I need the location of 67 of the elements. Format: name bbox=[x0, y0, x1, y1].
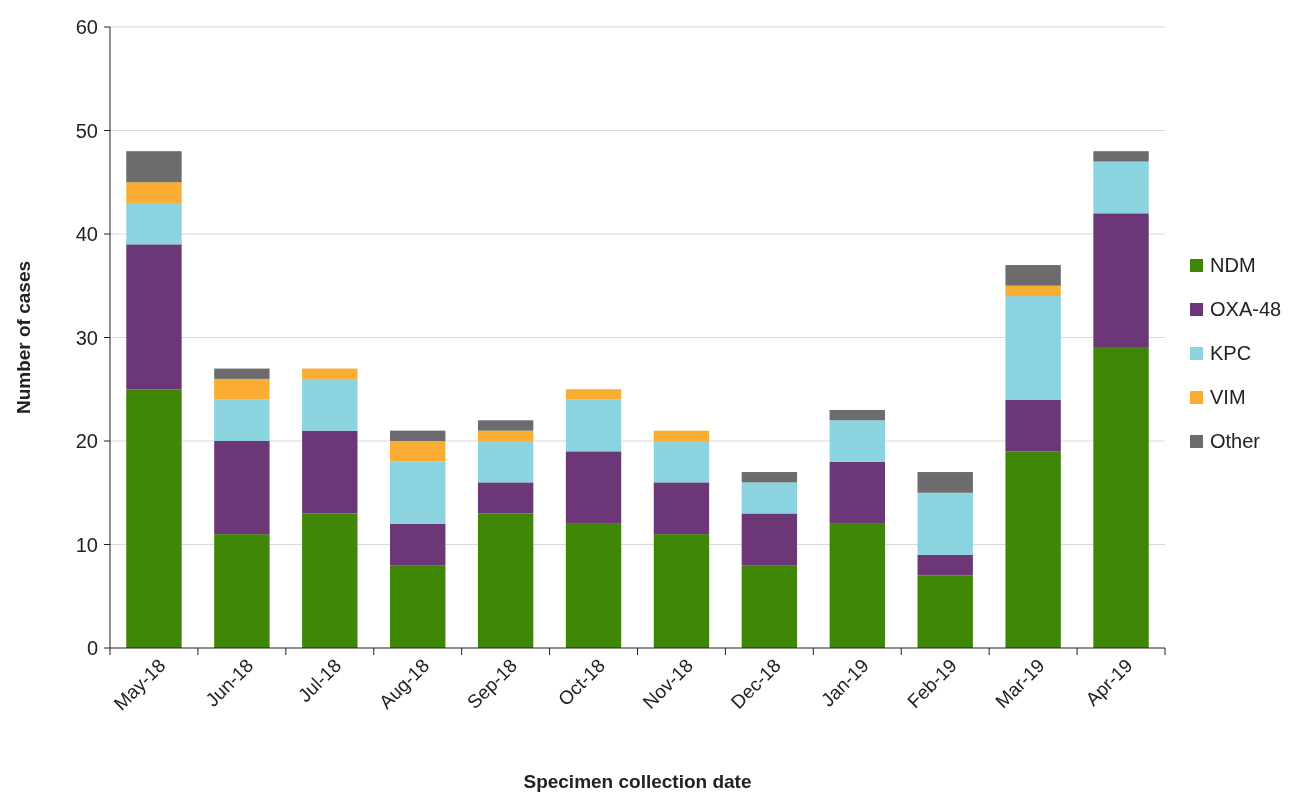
bar bbox=[653, 534, 710, 648]
bar bbox=[1005, 399, 1061, 452]
bar bbox=[653, 430, 710, 441]
bar bbox=[477, 430, 534, 441]
bar bbox=[1005, 451, 1061, 648]
bar bbox=[390, 523, 446, 566]
bar bbox=[565, 451, 622, 524]
x-axis-title: Specimen collection date bbox=[523, 771, 752, 792]
bar bbox=[390, 461, 446, 524]
y-tick-label: 20 bbox=[75, 430, 98, 452]
bar bbox=[477, 441, 534, 483]
bar bbox=[390, 430, 446, 441]
bar bbox=[565, 389, 622, 400]
y-tick-label: 50 bbox=[75, 119, 98, 142]
bar bbox=[1093, 151, 1149, 162]
bar bbox=[917, 554, 973, 576]
bar bbox=[565, 523, 622, 648]
legend-label: Other bbox=[1210, 430, 1261, 452]
bar bbox=[741, 482, 798, 514]
legend-label: NDM bbox=[1210, 254, 1256, 276]
bar bbox=[1093, 161, 1149, 214]
legend-label: VIM bbox=[1210, 386, 1246, 408]
bar bbox=[1093, 347, 1149, 648]
bar bbox=[214, 368, 270, 379]
bar bbox=[741, 472, 798, 483]
bar bbox=[917, 492, 973, 555]
bar bbox=[477, 420, 534, 431]
y-tick-label: 30 bbox=[75, 326, 98, 349]
bar bbox=[917, 575, 973, 648]
bar bbox=[126, 151, 182, 183]
bar bbox=[390, 565, 446, 648]
y-tick-label: 10 bbox=[75, 533, 98, 556]
bar bbox=[302, 368, 358, 379]
bar bbox=[565, 399, 622, 452]
bar bbox=[653, 441, 710, 483]
bar bbox=[302, 430, 358, 514]
bar bbox=[214, 534, 270, 648]
bar bbox=[829, 420, 885, 462]
y-tick-label: 40 bbox=[75, 223, 98, 245]
legend-label: OXA-48 bbox=[1210, 298, 1282, 320]
bar bbox=[126, 202, 182, 245]
y-axis-title: Number of cases bbox=[13, 260, 34, 415]
bar bbox=[214, 378, 270, 400]
bar bbox=[1093, 213, 1149, 348]
bar bbox=[741, 513, 798, 566]
bar bbox=[214, 441, 270, 535]
bar bbox=[829, 523, 885, 648]
bar bbox=[741, 565, 798, 648]
bar bbox=[829, 409, 885, 421]
bar bbox=[214, 399, 270, 441]
bar bbox=[126, 389, 182, 648]
bar bbox=[390, 441, 446, 462]
bar bbox=[653, 482, 710, 535]
bar bbox=[917, 472, 973, 493]
y-tick-label: 0 bbox=[86, 637, 98, 659]
bar bbox=[302, 513, 358, 648]
bar bbox=[477, 513, 534, 648]
bar bbox=[1005, 296, 1061, 400]
bar bbox=[1005, 265, 1061, 286]
bar bbox=[1005, 285, 1061, 297]
bar bbox=[477, 482, 534, 514]
bar bbox=[829, 461, 885, 524]
bar bbox=[126, 244, 182, 390]
bar bbox=[126, 182, 182, 203]
bar bbox=[302, 378, 358, 431]
y-tick-label: 60 bbox=[75, 16, 98, 38]
legend-label: KPC bbox=[1210, 342, 1252, 364]
